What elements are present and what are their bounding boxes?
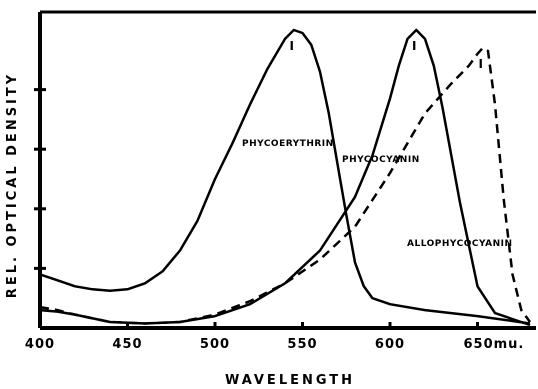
x-tick-label: 400 [25,337,55,352]
x-tick-label: 500 [200,337,230,352]
x-tick-label: 450 [112,337,142,352]
peak-label: I [412,39,416,53]
x-tick-label: 600 [375,337,405,352]
series-lines [39,28,532,327]
series-line-phycoerythrin [39,28,531,325]
series-line-phycocyanin [39,28,531,327]
y-axis-label: REL. OPTICAL DENSITY [5,72,20,298]
x-tick-label: 550 [287,337,317,352]
peak-label: I [479,57,483,71]
series-label-phycoerythrin: PHYCOERYTHRIN [242,139,334,149]
series-line-allophycocyanin [39,46,532,325]
series-labels: I I I PHYCOERYTHRIN PHYCOCYANIN ALLOPHYCOCYAN… [242,39,513,249]
series-label-allophycocyanin: ALLOPHYCOCYANIN [407,239,513,249]
y-axis-ticks [34,88,46,270]
series-label-phycocyanin: PHYCOCYANIN [342,155,420,165]
x-axis-label: WAVELENGTH [225,373,355,388]
x-axis-ticks: 400 450 500 550 600 650mu. [25,322,525,352]
peak-label: I [290,39,294,53]
x-tick-label: 650mu. [464,337,525,352]
